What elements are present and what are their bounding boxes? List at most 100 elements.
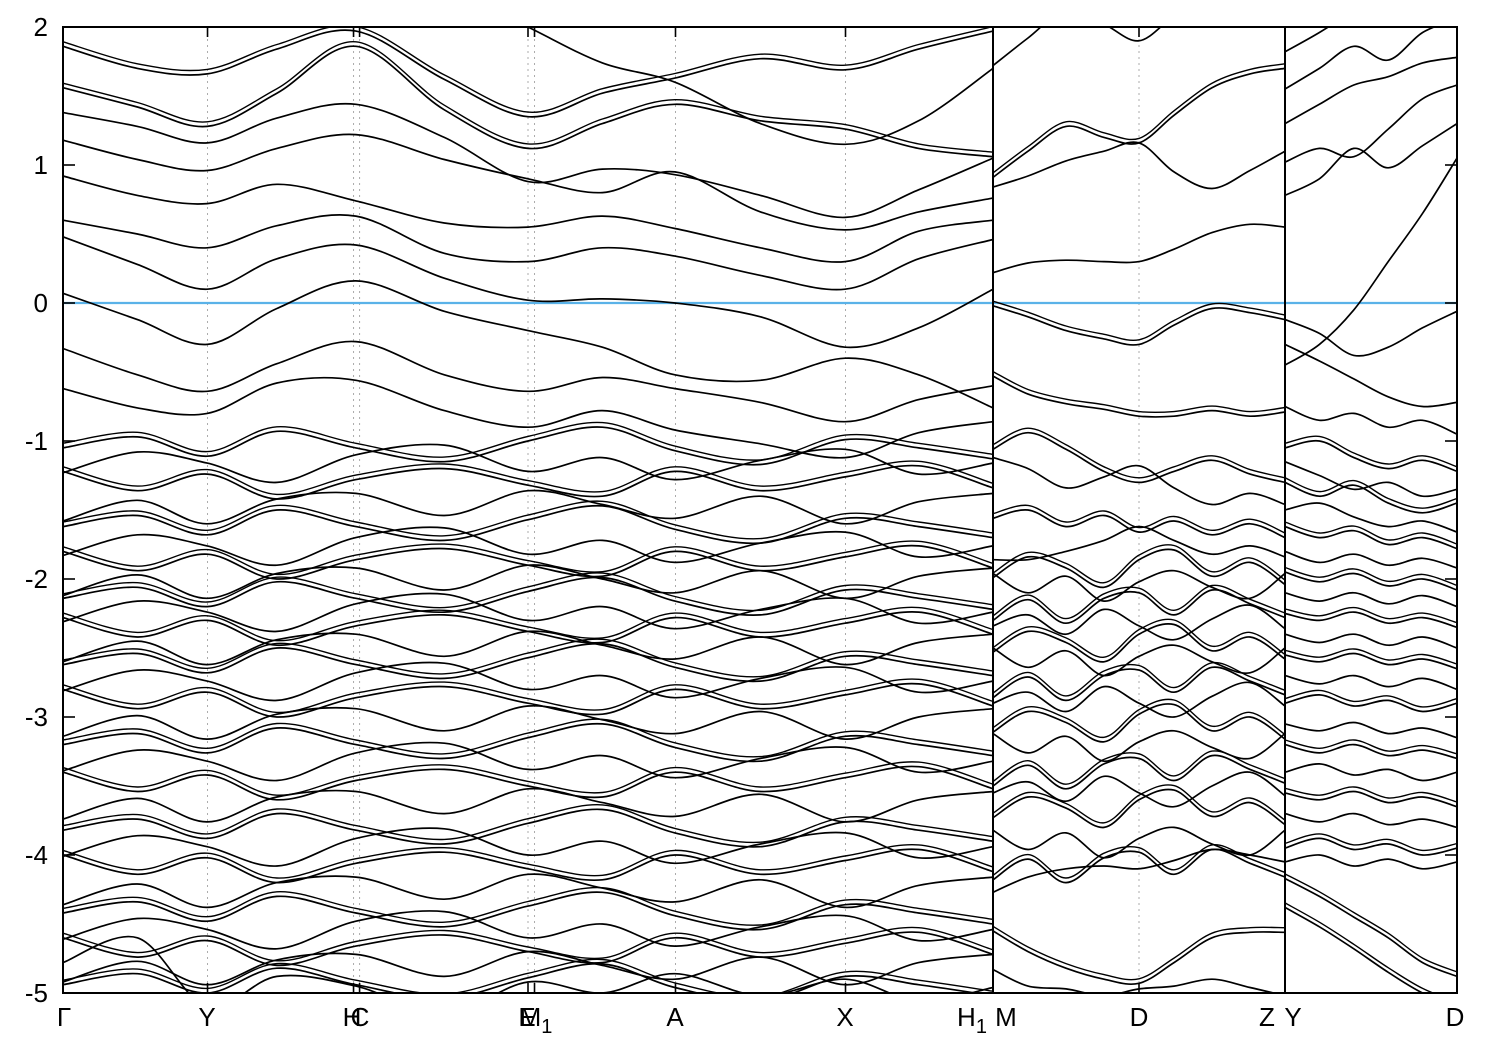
band-curve — [62, 765, 994, 801]
band-curve-pair — [1284, 689, 1458, 708]
band-curve — [1284, 481, 1458, 514]
band-curve — [1284, 310, 1458, 357]
k-point-label: D — [1130, 1002, 1149, 1032]
band-curve — [992, 509, 1286, 539]
band-curve — [62, 592, 994, 633]
energy-tick-label: -3 — [25, 702, 48, 732]
band-curve-pair — [62, 843, 994, 879]
band-curve — [62, 910, 994, 950]
band-curve-pair — [1284, 521, 1458, 545]
energy-tick-label: 2 — [34, 12, 48, 42]
band-curve — [992, 27, 1285, 67]
band-curve — [992, 375, 1286, 418]
band-curve-pair — [992, 750, 1286, 785]
energy-tick-label: -5 — [25, 978, 48, 1008]
band-curve — [992, 456, 1286, 506]
energy-tick-label: 0 — [34, 288, 48, 318]
k-point-label: C — [351, 1002, 370, 1032]
band-curve-pair — [1284, 435, 1458, 468]
k-point-label-subscript: 1 — [976, 1016, 987, 1038]
band-curve — [1284, 633, 1458, 649]
band-curve — [992, 788, 1286, 829]
energy-tick-label: -1 — [25, 426, 48, 456]
band-curve — [992, 848, 1286, 894]
band-curve — [992, 589, 1286, 625]
band-curve — [1284, 502, 1458, 533]
band-curve-pair — [62, 460, 994, 496]
band-curve — [1284, 157, 1458, 366]
band-curve — [1284, 571, 1458, 591]
band-curve — [1284, 439, 1458, 473]
k-point-label: D — [1446, 1002, 1465, 1032]
band-curve — [1284, 591, 1458, 608]
band-curve — [992, 681, 1286, 718]
band-curve — [62, 682, 994, 718]
band-curve — [992, 431, 1286, 484]
k-point-label: A — [666, 1002, 684, 1032]
band-curve-pair — [992, 698, 1286, 739]
band-curve-pair — [62, 638, 994, 678]
band-curve — [1284, 906, 1425, 993]
band-curve — [62, 630, 994, 666]
band-curve — [62, 102, 994, 219]
band-curve — [1284, 652, 1458, 670]
band-curve — [62, 340, 994, 423]
band-curve — [992, 223, 1286, 274]
band-curve — [62, 489, 994, 525]
k-point-label: H — [343, 1002, 362, 1032]
band-curve — [1284, 405, 1458, 435]
band-curve-pair — [1284, 833, 1458, 852]
band-curve — [62, 464, 994, 500]
band-curve-pair — [1284, 648, 1458, 665]
band-curve — [992, 848, 1286, 884]
band-curve-pair — [62, 540, 994, 576]
band-curve — [992, 141, 1286, 190]
band-curve — [1284, 721, 1458, 739]
band-curve — [62, 827, 994, 867]
band-curve — [992, 771, 1286, 808]
band-curve — [1284, 694, 1458, 713]
band-curve-pair — [62, 886, 994, 926]
band-curve-pair — [1284, 606, 1458, 624]
band-curve-pair — [62, 926, 994, 962]
band-curve — [62, 504, 994, 545]
band-curve — [1284, 854, 1458, 870]
band-curve — [62, 722, 994, 763]
band-curve-pair — [992, 544, 1286, 584]
k-point-label: Y — [198, 1002, 215, 1032]
band-curve — [62, 526, 994, 567]
band-layer — [1284, 27, 1458, 993]
panel-border — [1284, 26, 1458, 994]
gridline-layer — [207, 27, 1140, 993]
k-point-label: M — [995, 1002, 1017, 1032]
k-point-label: Γ — [57, 1002, 71, 1032]
band-curve — [1284, 812, 1458, 829]
band-curve — [992, 548, 1286, 589]
band-curve-pair — [992, 784, 1286, 824]
band-curve — [1284, 837, 1458, 856]
band-curve — [62, 848, 994, 884]
band-curve — [62, 704, 994, 740]
band-curve — [992, 703, 1286, 743]
band-curve-pair — [1284, 902, 1435, 993]
band-curve — [62, 576, 994, 616]
band-curve-pair — [992, 63, 1286, 174]
band-curve-pair — [62, 572, 994, 612]
band-curve-pair — [992, 370, 1286, 414]
band-curve — [62, 935, 994, 993]
band-layer — [992, 27, 1286, 993]
band-curve — [1284, 790, 1458, 808]
band-curve — [62, 213, 994, 291]
band-curve-pair — [992, 300, 1286, 342]
energy-tick-label: 1 — [34, 150, 48, 180]
band-curve — [1284, 460, 1458, 498]
band-curve-pair — [1284, 786, 1458, 803]
band-curve — [62, 873, 994, 909]
band-curve — [62, 175, 994, 263]
band-curve-pair — [62, 421, 994, 461]
band-curve — [62, 133, 994, 231]
band-curve — [62, 280, 994, 409]
band-curve — [1284, 743, 1458, 760]
band-curve-pair — [992, 618, 1286, 658]
